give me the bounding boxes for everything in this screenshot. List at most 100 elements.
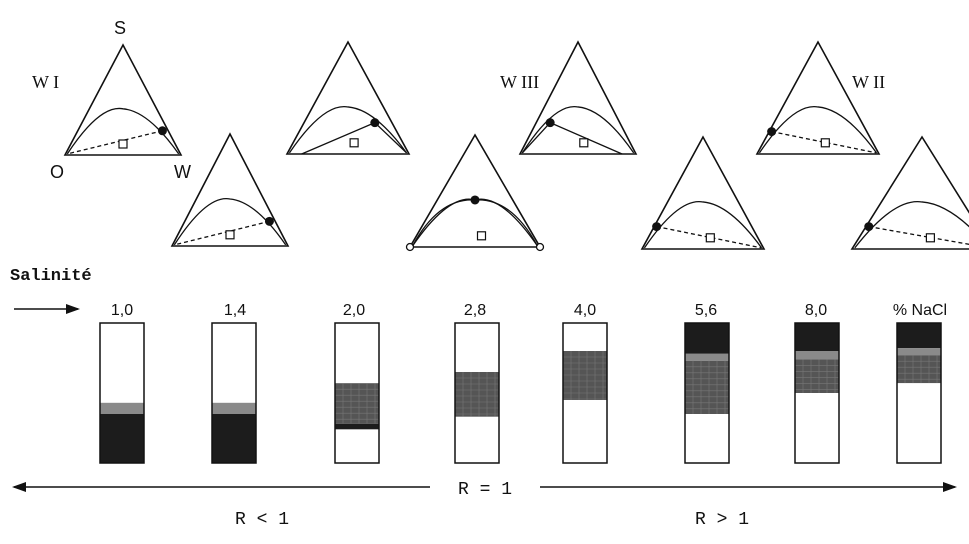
critical-point [264, 216, 274, 226]
phase-layer-interface [100, 402, 144, 414]
salinity-value: 4,0 [574, 302, 596, 319]
salinity-value: 2,8 [464, 302, 486, 319]
r-equal-label: R = 1 [458, 480, 512, 500]
phase-tubes [99, 322, 942, 464]
binodal-curve [288, 105, 408, 154]
phase-layer-interface [685, 353, 729, 361]
phase-layer-water [563, 400, 607, 463]
tube-outline [334, 322, 380, 464]
tie-line [521, 122, 551, 154]
salinity-value: 5,6 [695, 302, 717, 319]
tube-outline [99, 322, 145, 464]
phase-layer-water [685, 414, 729, 463]
triangle-outline [755, 40, 881, 155]
phase-layer-oil [795, 323, 839, 351]
critical-point [157, 126, 167, 136]
phase-layer-water [563, 323, 607, 351]
ternary-triangle [285, 40, 411, 155]
winsor-type-1-label: W I [32, 72, 59, 92]
vertex-marker [535, 242, 545, 252]
tie-line-dashed [771, 130, 877, 154]
ternary-diagrams [63, 40, 969, 252]
critical-point [652, 222, 662, 232]
phase-layer-middle [685, 360, 729, 414]
binodal-curve [521, 105, 635, 154]
triangle-outline [63, 43, 183, 156]
phase-tube [454, 322, 500, 464]
winsor-type-3-label: W III [500, 72, 539, 92]
phase-layer-water [795, 393, 839, 463]
composition-marker [476, 231, 487, 241]
triangle-outline [285, 40, 411, 155]
triangle-outline [640, 135, 766, 250]
ternary-triangle [640, 135, 766, 250]
ternary-triangle [170, 132, 290, 247]
phase-layer-oil [335, 423, 379, 430]
salinity-unit: % NaCl [893, 302, 947, 319]
r-greater-label: R > 1 [695, 510, 749, 530]
tube-outline [896, 322, 942, 464]
phase-layer-middle [335, 383, 379, 424]
salinity-value: 1,0 [111, 302, 133, 319]
phase-tube [334, 322, 380, 464]
binodal-curve [643, 200, 763, 249]
binodal-curve [758, 105, 878, 154]
composition-marker [118, 139, 128, 149]
phase-tube [562, 322, 608, 464]
phase-layer-middle [897, 355, 941, 384]
composition-marker [349, 138, 359, 148]
r-less-label: R < 1 [235, 510, 289, 530]
phase-layer-water [100, 323, 144, 403]
tie-line-dashed [868, 225, 969, 245]
composition-marker [225, 230, 235, 240]
binodal-curve [854, 200, 969, 249]
composition-marker [925, 233, 936, 243]
phase-tube [99, 322, 145, 464]
salinity-value: 1,4 [224, 302, 246, 319]
critical-point [370, 118, 380, 128]
salinity-label: Salinité [10, 267, 92, 286]
tie-line-dashed [656, 225, 762, 249]
phase-layer-water [335, 323, 379, 384]
ternary-triangle [518, 40, 638, 155]
critical-point [767, 127, 777, 137]
ternary-triangle [850, 135, 969, 250]
tube-outline [454, 322, 500, 464]
tie-line-dashed [67, 130, 163, 155]
phase-tube [794, 322, 840, 464]
composition-marker [820, 138, 830, 148]
vertex-label-water: W [174, 162, 191, 182]
vertex-label-surfactant: S [114, 18, 126, 38]
phase-layer-oil [100, 414, 144, 463]
triangle-outline [408, 133, 542, 248]
phase-layer-water [335, 429, 379, 463]
phase-tube [896, 322, 942, 464]
tube-outline [794, 322, 840, 464]
phase-layer-interface [795, 351, 839, 360]
phase-layer-water [897, 383, 941, 463]
phase-layer-water [455, 323, 499, 372]
tie-line-dashed [174, 220, 270, 246]
critical-point [470, 195, 480, 205]
phase-layer-middle [795, 359, 839, 393]
tie-line [374, 122, 408, 154]
phase-layer-oil [685, 323, 729, 354]
phase-layer-interface [897, 348, 941, 356]
phase-layer-middle [455, 372, 499, 417]
tube-outline [684, 322, 730, 464]
phase-layer-water [455, 416, 499, 463]
ternary-triangle [405, 133, 545, 252]
phase-layer-middle [563, 351, 607, 400]
composition-marker [579, 138, 589, 148]
critical-point [864, 222, 874, 232]
composition-marker [705, 233, 715, 243]
triangle-outline [850, 135, 969, 250]
phase-layer-oil [897, 323, 941, 349]
ternary-triangle [63, 43, 183, 156]
tie-line [301, 122, 376, 155]
salinity-value: 8,0 [805, 302, 827, 319]
phase-layer-water [212, 323, 256, 403]
triangle-outline [170, 132, 290, 247]
tube-outline [211, 322, 257, 464]
